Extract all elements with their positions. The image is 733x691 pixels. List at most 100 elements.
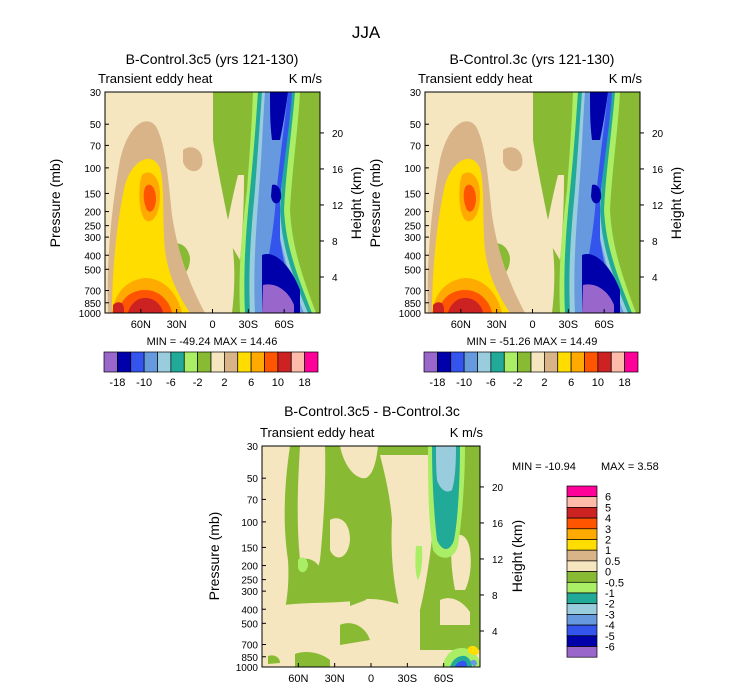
panel-2-core-purple — [582, 284, 614, 313]
colorbar-2-swatch — [610, 351, 625, 373]
panel-2-ylabel: Pressure (mb) — [367, 159, 383, 248]
panel-2-ylabel-right: Height (km) — [668, 167, 684, 239]
panel-1-ytick-label: 30 — [90, 88, 102, 99]
panel-3-htick-label: 12 — [492, 555, 504, 566]
panel-3-ytick-label: 300 — [241, 587, 258, 598]
colorbar-1-swatch — [290, 351, 305, 373]
panel-1-htick-label: 20 — [332, 129, 344, 140]
panel-1-min-label: MIN = -49.24 MAX = 14.46 — [147, 336, 278, 348]
panel-2-xtick-label: 30S — [559, 319, 579, 331]
colorbar-3-label: 1 — [605, 545, 611, 557]
panel-3-plume-lightblue — [436, 446, 456, 492]
panel-2-core-navy-top — [590, 92, 608, 140]
panel-3-ytick-label: 400 — [241, 605, 258, 616]
colorbar-3-label: 0 — [605, 567, 611, 579]
colorbar-3-label: -2 — [605, 599, 615, 611]
panel-1-ytick-label: 700 — [84, 287, 101, 298]
colorbar-1-label: -18 — [109, 377, 125, 389]
figure-title: JJA — [352, 23, 381, 42]
panel-3-htick-label: 20 — [492, 483, 504, 494]
panel-2-subtitle-right: K m/s — [609, 71, 643, 86]
panel-2-ytick-label: 250 — [404, 222, 421, 233]
panel-2-htick-label: 8 — [652, 237, 658, 248]
panel-3-htick-label: 16 — [492, 519, 504, 530]
colorbar-1-swatch — [264, 351, 279, 373]
panel-2-xtick-label: 60S — [594, 319, 614, 331]
panel-3-xtick-label: 60S — [434, 673, 454, 685]
panel-2-ytick-label: 30 — [410, 88, 422, 99]
colorbar-1-swatch — [170, 351, 185, 373]
colorbar-2-swatch — [530, 351, 545, 373]
panel-3-xtick-label: 30N — [325, 673, 345, 685]
panel-3-ylabel: Pressure (mb) — [206, 512, 222, 601]
panel-1-ytick-label: 100 — [84, 164, 101, 175]
colorbar-1-swatch — [304, 351, 319, 373]
panel-1-ytick-label: 200 — [84, 208, 101, 219]
panel-1-ytick-label: 150 — [84, 189, 101, 200]
colorbar-3-swatch — [566, 646, 598, 658]
colorbar-1-swatch — [103, 351, 118, 373]
panel-2-htick-label: 12 — [652, 201, 664, 212]
panel-3-ytick-label: 700 — [241, 641, 258, 652]
panel-2-ytick-label: 50 — [410, 120, 422, 131]
panel-2-ytick-label: 300 — [404, 233, 421, 244]
colorbar-1-label: 2 — [221, 377, 227, 389]
colorbar-1-label: -10 — [136, 377, 152, 389]
panel-1-ytick-label: 500 — [84, 265, 101, 276]
panel-1-title: B-Control.3c5 (yrs 121-130) — [126, 51, 299, 67]
panel-3-ytick-label: 500 — [241, 619, 258, 630]
panel-2-ytick-label: 500 — [404, 265, 421, 276]
panel-3-max-label: MAX = 3.58 — [601, 461, 659, 473]
panel-3-ylabel-right: Height (km) — [509, 520, 525, 592]
colorbar-3-label: 6 — [605, 492, 611, 504]
colorbar-2-swatch — [624, 351, 639, 373]
colorbar-1-label: -6 — [166, 377, 176, 389]
panel-2-ytick-label: 150 — [404, 189, 421, 200]
colorbar-3-label: 0.5 — [605, 556, 620, 568]
panel-1-core-navy-top — [270, 92, 288, 140]
generated-axes: 60N 30N 0 30S 60S305070100150200250300400500… — [79, 88, 664, 685]
colorbar-2-label: -6 — [486, 377, 496, 389]
colorbar-3-label: -6 — [605, 642, 615, 654]
colorbar-3-label: -3 — [605, 609, 615, 621]
panel-3-xtick-label: 30S — [398, 673, 418, 685]
colorbar-3-label: -0.5 — [605, 577, 624, 589]
panel-2-ytick-label: 200 — [404, 208, 421, 219]
colorbar-3-label: 2 — [605, 535, 611, 547]
colorbar-3-swatch — [566, 603, 598, 615]
colorbar-1-swatch — [210, 351, 225, 373]
panel-1-subtitle-left: Transient eddy heat — [98, 71, 213, 86]
panel-1-region-yellow — [112, 158, 190, 313]
panel-1-subtitle-right: K m/s — [289, 71, 323, 86]
colorbar-2-label: 6 — [568, 377, 574, 389]
colorbar-3-swatch — [566, 635, 598, 647]
colorbar-3-swatch — [566, 614, 598, 626]
colorbar-2-label: 18 — [619, 377, 631, 389]
panel-3-contours — [262, 446, 480, 667]
panel-2-title: B-Control.3c (yrs 121-130) — [450, 51, 615, 67]
colorbar-3-swatch — [566, 549, 598, 562]
panel-3-subtitle-left: Transient eddy heat — [260, 425, 375, 440]
colorbar-2-swatch — [423, 351, 438, 373]
colorbar-1-swatch — [277, 351, 292, 373]
colorbar-2-swatch — [544, 351, 559, 373]
colorbar-3-swatch — [566, 571, 598, 583]
panel-3: B-Control.3c5 - B-Control.3c Transient e… — [206, 403, 659, 668]
colorbar-2-swatch — [584, 351, 599, 373]
panel-3-min-label: MIN = -10.94 — [512, 461, 576, 473]
panel-3-blob-cream-1 — [262, 446, 290, 640]
panel-3-htick-label: 4 — [492, 627, 498, 638]
colorbar-2-swatch — [517, 351, 532, 373]
panel-1: B-Control.3c5 (yrs 121-130) Transient ed… — [47, 51, 364, 348]
panel-1-ylabel-right: Height (km) — [348, 167, 364, 239]
colorbar-1-swatch — [143, 351, 158, 373]
panel-2-ytick-label: 850 — [404, 299, 421, 310]
panel-3-subtitle-right: K m/s — [450, 425, 484, 440]
panel-1-htick-label: 16 — [332, 165, 344, 176]
colorbar-1-label: 6 — [248, 377, 254, 389]
panel-1-htick-label: 12 — [332, 201, 344, 212]
colorbar-1-swatch — [117, 351, 132, 373]
colorbar-2-swatch — [570, 351, 585, 373]
panel-2-min-label: MIN = -51.26 MAX = 14.49 — [467, 336, 598, 348]
